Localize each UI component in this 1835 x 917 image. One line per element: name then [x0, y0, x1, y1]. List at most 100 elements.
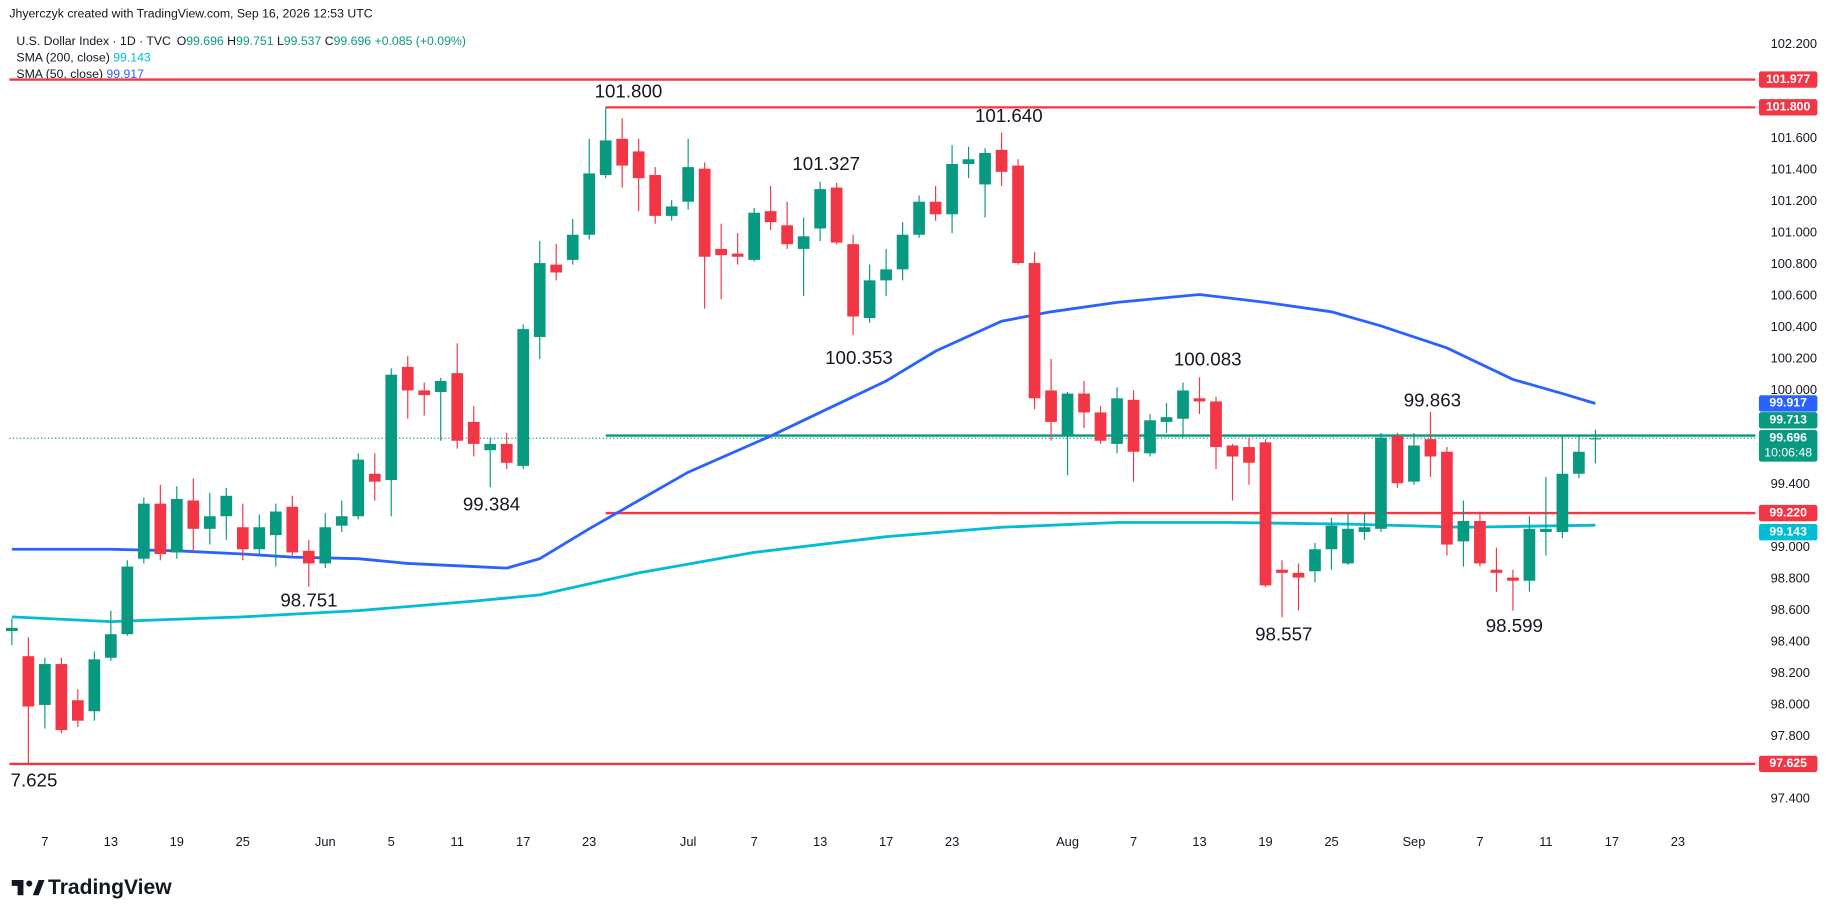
legend-name: SMA (200, close) — [16, 51, 109, 65]
change: +0.085 (+0.09%) — [375, 34, 466, 48]
x-tick-label: 17 — [516, 834, 530, 849]
x-tick-label: 19 — [1258, 834, 1272, 849]
y-tick-label: 98.200 — [1771, 665, 1810, 680]
candle-body — [1094, 412, 1107, 441]
price-annotation: 100.083 — [1174, 348, 1242, 369]
candle-body — [797, 236, 810, 249]
candle-body — [253, 527, 266, 550]
candle-body — [467, 421, 480, 444]
y-tick-label: 100.600 — [1771, 287, 1817, 302]
badge-bg — [1758, 430, 1818, 462]
badge-label: 99.713 — [1769, 413, 1807, 427]
candle-body — [1144, 420, 1156, 454]
x-tick-label: 23 — [1671, 834, 1685, 849]
price-annotation: 98.557 — [1255, 623, 1312, 644]
candle-body — [385, 374, 398, 481]
price-annotation: 99.863 — [1404, 389, 1461, 410]
symbol: U.S. Dollar Index · 1D · TVC — [16, 34, 171, 48]
candle-body — [616, 138, 629, 166]
candle-body — [170, 498, 183, 553]
header: Jhyerczyk created with TradingView.com, … — [9, 6, 372, 20]
candle-body — [352, 459, 365, 517]
candle-body — [401, 366, 414, 391]
candle-body — [830, 187, 843, 243]
candle-body — [319, 527, 332, 564]
candle-body — [418, 390, 431, 396]
candle-body — [1160, 417, 1173, 422]
candle-body — [1193, 398, 1206, 402]
badge-bg — [1758, 71, 1818, 88]
candle-body — [451, 373, 464, 441]
price-annotation: 101.640 — [975, 105, 1043, 126]
candle-body — [1177, 390, 1189, 419]
x-tick-label: 19 — [170, 834, 184, 849]
badge-label: 99.220 — [1769, 505, 1807, 519]
candle-body — [22, 656, 35, 707]
candle-body — [1474, 520, 1486, 564]
candle-body — [995, 149, 1008, 172]
y-tick-label: 98.000 — [1771, 696, 1810, 711]
badge-bg — [1758, 99, 1818, 116]
logo-shape — [32, 880, 45, 896]
logo-shape — [26, 880, 33, 887]
candle-body — [863, 280, 876, 319]
candle-body — [896, 234, 909, 270]
candle-body — [1540, 528, 1552, 532]
candle-body — [286, 506, 299, 553]
candle-body — [880, 269, 892, 281]
x-tick-label: 7 — [1130, 834, 1137, 849]
candle-body — [1556, 473, 1569, 532]
candle-body — [137, 503, 150, 559]
candle-body — [698, 168, 711, 257]
candle-body — [39, 664, 51, 705]
candle-body — [682, 167, 695, 202]
y-tick-label: 101.600 — [1771, 130, 1817, 145]
candle-body — [1309, 549, 1321, 572]
x-tick-label: 13 — [104, 834, 118, 849]
candle-body — [434, 380, 447, 393]
candle-body — [1589, 438, 1602, 440]
candle-body — [236, 527, 249, 550]
candle-body — [335, 516, 348, 526]
price-badge: 99.917 — [1758, 395, 1818, 412]
candle-body — [1061, 393, 1074, 437]
candle-body — [748, 212, 760, 260]
x-tick-label: Jun — [315, 834, 336, 849]
price-annotation: 7.625 — [11, 770, 58, 791]
y-tick-label: 101.000 — [1771, 225, 1817, 240]
price-badge: 101.977 — [1758, 71, 1818, 88]
x-tick-label: 11 — [1539, 834, 1552, 849]
candle-body — [764, 211, 777, 223]
candle-body — [1408, 445, 1420, 482]
candle-body — [583, 173, 596, 235]
x-tick-label: 23 — [582, 834, 596, 849]
candle-body — [88, 659, 101, 712]
candle-body — [1210, 401, 1222, 448]
candle-body — [715, 248, 728, 256]
candle-body — [847, 244, 859, 317]
candle-body — [1243, 447, 1255, 463]
logo-shape — [17, 880, 24, 896]
candle-body — [731, 253, 744, 257]
y-tick-label: 99.000 — [1771, 539, 1810, 554]
badge-label: 99.917 — [1769, 396, 1807, 410]
price-annotation: 101.800 — [595, 80, 663, 101]
legend-sma: SMA (200, close) 99.143 — [16, 51, 151, 65]
x-tick-label: 13 — [1192, 834, 1206, 849]
candle-body — [550, 264, 563, 273]
badge-label: 99.696 — [1769, 430, 1807, 444]
candle-body — [913, 201, 925, 235]
y-tick-label: 97.400 — [1771, 791, 1810, 806]
legend-main: U.S. Dollar Index · 1D · TVC O99.696 H99… — [16, 34, 466, 48]
candle-body — [1358, 527, 1371, 532]
candle-body — [946, 163, 958, 215]
y-tick-label: 100.000 — [1771, 382, 1817, 397]
candle-body — [649, 174, 662, 216]
candle-body — [1226, 445, 1239, 457]
candle-body — [1127, 399, 1140, 452]
price-badge: 99.220 — [1758, 504, 1818, 522]
legend-value: 99.917 — [106, 67, 144, 81]
candle-body — [1391, 436, 1404, 484]
x-tick-label: 7 — [751, 834, 758, 849]
